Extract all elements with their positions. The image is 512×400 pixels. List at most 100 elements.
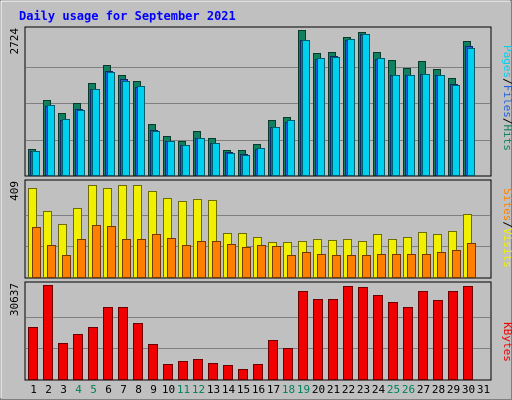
bar-pages-day-26 [407, 75, 415, 176]
bar-kbytes-day-27 [418, 291, 428, 380]
legend-entry: Pages [501, 45, 512, 78]
bar-kbytes-day-15 [238, 369, 248, 380]
bar-kbytes-day-24 [373, 295, 383, 380]
bar-pages-day-29 [452, 85, 460, 176]
bar-pages-day-23 [362, 34, 370, 176]
bar-sites-day-23 [362, 255, 371, 278]
bar-pages-day-19 [302, 40, 310, 176]
legend-entry: Hits [501, 125, 512, 152]
x-tick-label: 22 [342, 383, 355, 396]
panel-sites-visits: 409 Sites/Visits [8, 179, 512, 279]
bar-kbytes-day-1 [28, 327, 38, 380]
bar-kbytes-day-17 [268, 340, 278, 380]
x-tick-label: 30 [462, 383, 475, 396]
bar-kbytes-day-16 [253, 364, 263, 380]
bar-kbytes-day-6 [103, 307, 113, 380]
bar-kbytes-day-13 [208, 363, 218, 380]
x-tick-label: 23 [357, 383, 370, 396]
x-tick-label: 9 [150, 383, 157, 396]
bar-pages-day-13 [212, 143, 220, 176]
bar-kbytes-day-22 [343, 286, 353, 380]
y-max-label: 30637 [8, 283, 21, 316]
bar-sites-day-26 [407, 254, 416, 278]
bar-sites-day-18 [287, 255, 296, 278]
legend-entry: Files [501, 85, 512, 118]
bar-pages-day-6 [107, 72, 115, 176]
bar-sites-day-20 [317, 254, 326, 278]
bar-kbytes-day-25 [388, 302, 398, 380]
bar-pages-day-9 [152, 131, 160, 176]
x-tick-label: 6 [105, 383, 112, 396]
bar-kbytes-day-18 [283, 348, 293, 380]
bar-sites-day-30 [467, 243, 476, 278]
bar-kbytes-day-8 [133, 323, 143, 380]
bar-sites-day-19 [302, 252, 311, 278]
bar-kbytes-day-4 [73, 334, 83, 380]
bar-sites-day-13 [212, 241, 221, 278]
x-tick-label: 15 [237, 383, 250, 396]
bar-sites-day-24 [377, 254, 386, 278]
legend-entry: Sites [501, 188, 512, 221]
bars-pages-files-hits [28, 30, 475, 176]
bar-kbytes-day-28 [433, 300, 443, 380]
bar-pages-day-1 [32, 151, 40, 176]
bar-pages-day-12 [197, 138, 205, 176]
bar-kbytes-day-7 [118, 307, 128, 380]
bar-pages-day-25 [392, 75, 400, 176]
x-tick-label: 10 [162, 383, 175, 396]
x-tick-label: 26 [402, 383, 415, 396]
x-tick-label: 25 [387, 383, 400, 396]
bar-kbytes-day-23 [358, 287, 368, 380]
bar-pages-day-7 [122, 81, 130, 176]
bar-sites-day-14 [227, 244, 236, 278]
bar-kbytes-day-19 [298, 291, 308, 380]
legend-pages-files-hits: Pages/Files/Hits [501, 45, 512, 151]
bar-sites-day-3 [62, 255, 71, 278]
bar-pages-day-27 [422, 74, 430, 176]
legend-entry: / [501, 78, 512, 85]
x-tick-label: 5 [90, 383, 97, 396]
bar-pages-day-2 [47, 105, 55, 176]
x-tick-label: 27 [417, 383, 430, 396]
bar-pages-day-24 [377, 58, 385, 176]
y-max-label: 2724 [8, 28, 21, 55]
bar-sites-day-5 [92, 225, 101, 278]
bar-kbytes-day-5 [88, 327, 98, 380]
bar-pages-day-30 [467, 48, 475, 176]
bar-sites-day-4 [77, 239, 86, 278]
x-tick-label: 28 [432, 383, 445, 396]
bar-pages-day-18 [287, 120, 295, 176]
bar-sites-day-7 [122, 239, 131, 278]
bar-pages-day-20 [317, 58, 325, 176]
bar-kbytes-day-3 [58, 343, 68, 380]
bar-kbytes-day-9 [148, 344, 158, 380]
x-tick-label: 19 [297, 383, 310, 396]
panel-kbytes: 30637 KBytes [8, 281, 512, 381]
x-tick-label: 14 [222, 383, 236, 396]
x-tick-label: 12 [192, 383, 205, 396]
bar-sites-day-11 [182, 245, 191, 278]
bar-sites-day-29 [452, 250, 461, 278]
legend-entry: / [501, 221, 512, 228]
bar-kbytes-day-26 [403, 307, 413, 380]
legend-entry: / [501, 118, 512, 125]
bars-sites-visits [28, 185, 476, 278]
y-max-label: 409 [8, 181, 21, 201]
chart-panels: 2724Pages/Files/Hits409Sites/Visits30637… [8, 26, 512, 381]
x-tick-label: 3 [60, 383, 67, 396]
x-tick-label: 31 [477, 383, 490, 396]
bar-sites-day-15 [242, 247, 251, 278]
bar-sites-day-17 [272, 246, 281, 278]
x-tick-label: 13 [207, 383, 220, 396]
bar-kbytes-day-2 [43, 285, 53, 380]
bar-kbytes-day-12 [193, 359, 203, 380]
bar-sites-day-2 [47, 245, 56, 278]
bar-kbytes-day-21 [328, 299, 338, 380]
bar-pages-day-22 [347, 39, 355, 176]
bar-kbytes-day-30 [463, 286, 473, 380]
bar-pages-day-5 [92, 89, 100, 176]
x-tick-label: 24 [372, 383, 386, 396]
bar-pages-day-3 [62, 119, 70, 176]
